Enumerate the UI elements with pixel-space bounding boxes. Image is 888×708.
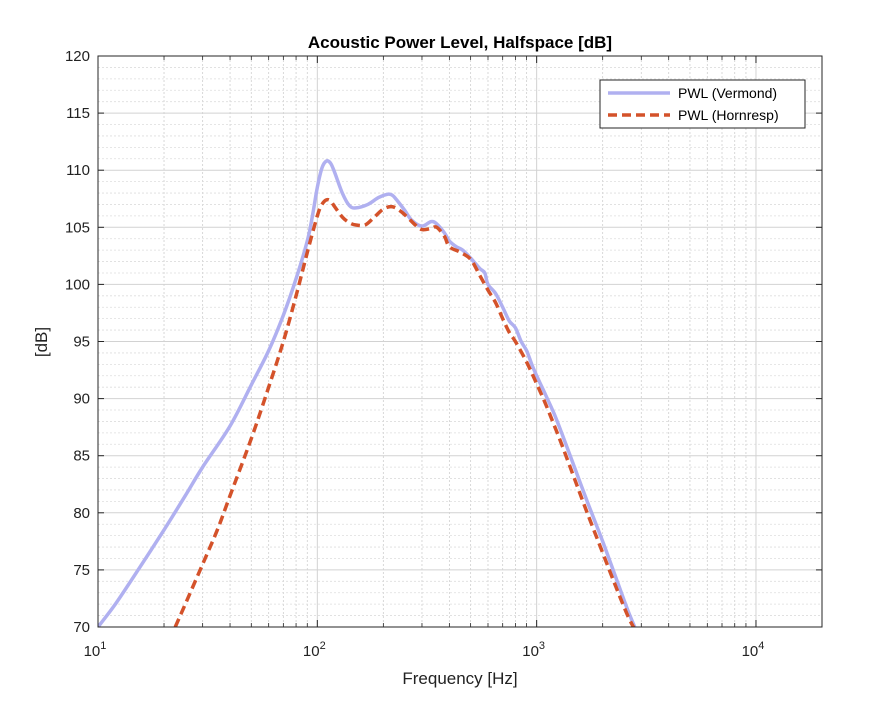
series-line-hornresp [173,197,636,627]
x-axis-label: Frequency [Hz] [402,669,517,688]
chart-title: Acoustic Power Level, Halfspace [dB] [308,33,612,52]
series-layer [98,159,637,627]
tick-marks [97,55,822,628]
x-tick-label: 104 [742,640,765,660]
y-axis-label: [dB] [32,327,51,357]
legend-label-vermond: PWL (Vermond) [678,85,777,101]
legend: PWL (Vermond) PWL (Hornresp) [599,79,806,129]
y-tick-label: 95 [73,334,90,351]
legend-label-hornresp: PWL (Hornresp) [678,107,779,123]
y-tick-label: 80 [73,505,90,522]
y-tick-label: 75 [73,562,90,579]
y-tick-label: 100 [65,276,90,293]
y-tick-label: 70 [73,619,90,636]
y-tick-labels: 70 75 80 85 90 95 100 105 110 115 120 [65,48,90,636]
legend-box [599,79,806,129]
x-tick-label: 103 [522,640,545,660]
y-tick-label: 110 [66,162,90,179]
y-tick-label: 105 [65,219,90,236]
y-tick-label: 85 [73,448,90,465]
y-tick-label: 115 [66,105,90,122]
x-tick-labels: 101 102 103 104 [84,640,765,660]
x-tick-label: 101 [84,640,107,660]
x-tick-label: 102 [303,640,326,660]
y-tick-label: 120 [65,48,90,65]
y-tick-label: 90 [73,391,90,408]
